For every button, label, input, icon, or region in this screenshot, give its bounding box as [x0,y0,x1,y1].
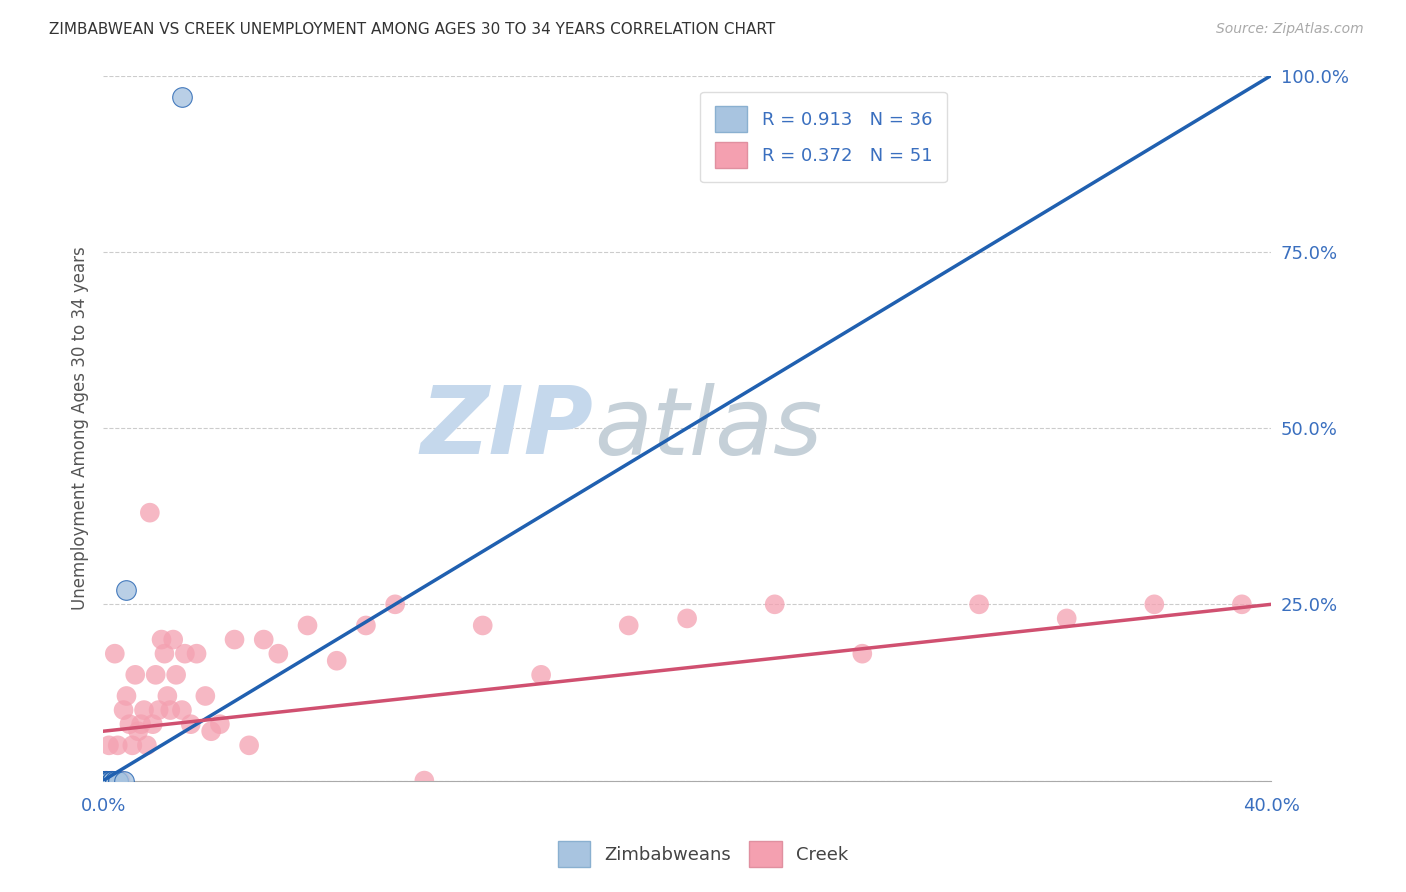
Point [159,703,181,717]
Point [94,773,117,788]
Point [115,583,138,598]
Point [98,773,121,788]
Y-axis label: Unemployment Among Ages 30 to 34 years: Unemployment Among Ages 30 to 34 years [72,246,89,610]
Point [101,773,124,788]
Point [238,739,260,753]
Point [132,703,155,717]
Point [676,611,699,625]
Text: ZIMBABWEAN VS CREEK UNEMPLOYMENT AMONG AGES 30 TO 34 YEARS CORRELATION CHART: ZIMBABWEAN VS CREEK UNEMPLOYMENT AMONG A… [49,22,776,37]
Point [170,703,193,717]
Point [173,647,195,661]
Point [94,773,117,788]
Text: Source: ZipAtlas.com: Source: ZipAtlas.com [1216,22,1364,37]
Point [98,773,121,788]
Point [186,647,208,661]
Point [101,773,124,788]
Point [104,773,127,788]
Legend: Zimbabweans, Creek: Zimbabweans, Creek [550,834,856,874]
Point [180,717,202,731]
Point [384,597,406,611]
Point [162,632,184,647]
Point [200,724,222,739]
Point [91,773,114,788]
Point [98,773,121,788]
Point [127,724,149,739]
Point [98,739,121,753]
Point [118,717,141,731]
Point [98,773,121,788]
Text: atlas: atlas [593,383,823,474]
Point [142,717,165,731]
Point [267,647,290,661]
Point [104,647,127,661]
Point [101,773,124,788]
Point [98,773,121,788]
Point [253,632,276,647]
Point [165,668,187,682]
Point [224,632,246,647]
Point [115,689,138,703]
Point [297,618,319,632]
Point [413,773,436,788]
Point [1230,597,1253,611]
Point [104,773,127,788]
Point [145,668,167,682]
Point [121,739,143,753]
Point [94,773,117,788]
Point [98,773,121,788]
Point [94,773,117,788]
Point [156,689,179,703]
Point [101,773,124,788]
Point [354,618,377,632]
Point [94,773,117,788]
Point [136,739,159,753]
Point [530,668,553,682]
Text: ZIP: ZIP [420,382,593,474]
Point [148,703,170,717]
Point [107,773,129,788]
Point [150,632,173,647]
Point [325,654,347,668]
Point [94,773,117,788]
Point [94,773,117,788]
Point [94,773,117,788]
Point [967,597,990,611]
Point [124,668,146,682]
Point [101,773,124,788]
Point [617,618,640,632]
Point [471,618,494,632]
Point [1056,611,1078,625]
Point [107,773,129,788]
Point [1143,597,1166,611]
Point [170,89,193,103]
Point [112,703,135,717]
Legend: R = 0.913   N = 36, R = 0.372   N = 51: R = 0.913 N = 36, R = 0.372 N = 51 [700,92,946,183]
Point [139,506,162,520]
Point [208,717,231,731]
Point [763,597,786,611]
Point [101,773,124,788]
Point [94,773,117,788]
Point [94,773,117,788]
Point [153,647,176,661]
Point [98,773,121,788]
Point [94,773,117,788]
Point [194,689,217,703]
Point [107,739,129,753]
Point [112,773,135,788]
Point [94,773,117,788]
Point [94,773,117,788]
Point [129,717,152,731]
Point [94,773,117,788]
Point [94,773,117,788]
Point [110,773,132,788]
Point [851,647,873,661]
Point [94,773,117,788]
Point [94,773,117,788]
